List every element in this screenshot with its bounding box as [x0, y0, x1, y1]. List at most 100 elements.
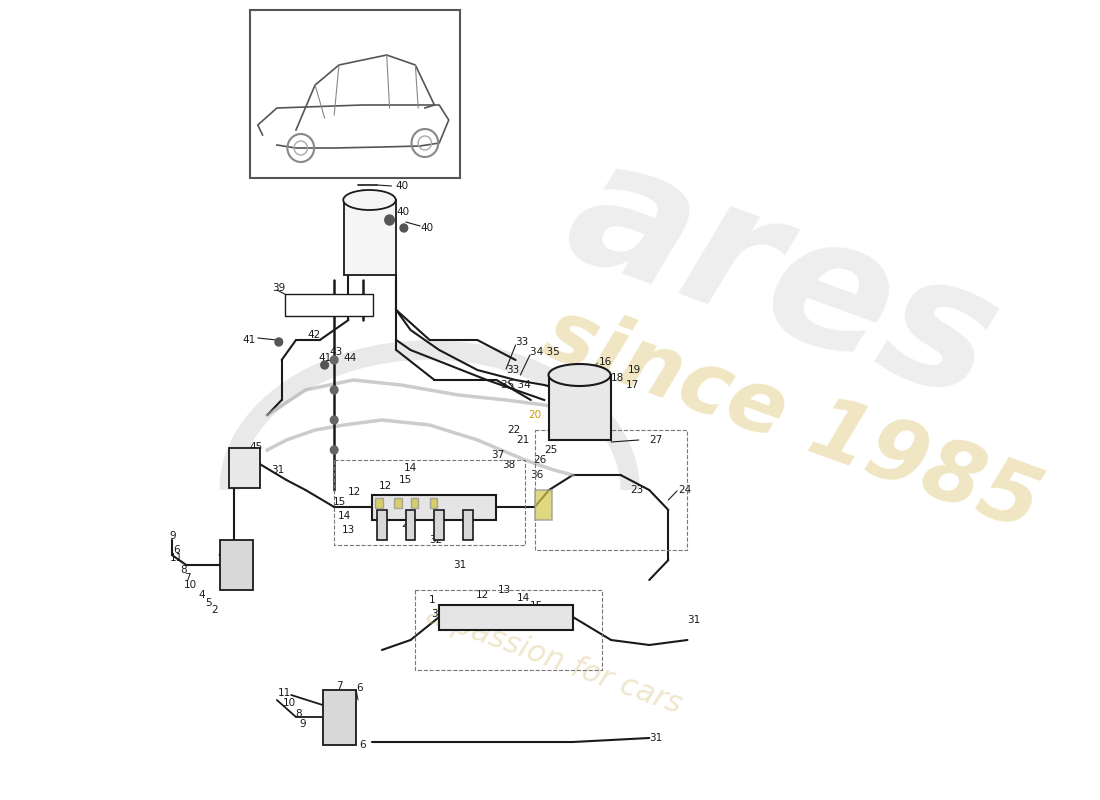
- Text: 28: 28: [402, 503, 415, 513]
- Text: 29: 29: [396, 495, 409, 505]
- Bar: [434, 510, 444, 540]
- Text: 14: 14: [404, 463, 417, 473]
- Text: 43: 43: [329, 347, 343, 357]
- Text: 33: 33: [506, 365, 519, 375]
- Text: 15: 15: [530, 601, 543, 611]
- Text: 20: 20: [528, 410, 541, 420]
- Bar: [549, 375, 612, 440]
- Text: 44: 44: [343, 353, 358, 363]
- Text: 17: 17: [626, 380, 639, 390]
- Bar: [373, 495, 496, 520]
- Text: 30: 30: [396, 513, 409, 523]
- Text: 5: 5: [206, 598, 212, 608]
- Text: 18: 18: [612, 373, 625, 383]
- Text: 10: 10: [184, 580, 197, 590]
- Text: a passion for cars: a passion for cars: [422, 600, 685, 720]
- Text: since 1985: since 1985: [534, 292, 1052, 548]
- Bar: [394, 498, 402, 508]
- Bar: [343, 200, 396, 275]
- Bar: [439, 605, 573, 630]
- Circle shape: [400, 224, 408, 232]
- Bar: [463, 510, 473, 540]
- Text: 15: 15: [332, 497, 345, 507]
- Text: 28: 28: [402, 519, 415, 529]
- Circle shape: [330, 356, 338, 364]
- Text: 6: 6: [356, 683, 363, 693]
- Text: 4: 4: [199, 590, 206, 600]
- Text: 37: 37: [491, 450, 504, 460]
- Text: 39: 39: [272, 283, 286, 293]
- Text: 12: 12: [475, 590, 488, 600]
- Bar: [229, 448, 260, 488]
- Text: 15: 15: [399, 475, 412, 485]
- Text: 42: 42: [307, 330, 321, 340]
- Bar: [535, 430, 688, 550]
- Text: 40,41,42,43: 40,41,42,43: [304, 302, 358, 310]
- Text: 32: 32: [429, 535, 442, 545]
- Text: 40: 40: [396, 207, 409, 217]
- Bar: [220, 540, 253, 590]
- Text: 27: 27: [649, 435, 662, 445]
- Text: 26: 26: [532, 455, 546, 465]
- Text: 21: 21: [517, 435, 530, 445]
- Text: 6: 6: [360, 740, 366, 750]
- Text: 14: 14: [338, 511, 351, 521]
- Bar: [322, 690, 356, 745]
- Text: 8: 8: [180, 565, 187, 575]
- Circle shape: [330, 416, 338, 424]
- Bar: [416, 590, 602, 670]
- Ellipse shape: [549, 364, 610, 386]
- Text: 31: 31: [453, 560, 466, 570]
- Text: 13: 13: [497, 585, 510, 595]
- Text: 31: 31: [688, 615, 701, 625]
- Text: 13: 13: [342, 525, 355, 535]
- FancyBboxPatch shape: [286, 294, 373, 316]
- Text: 3: 3: [431, 609, 438, 619]
- Text: 24: 24: [678, 485, 691, 495]
- Text: 7: 7: [337, 681, 343, 691]
- Text: 45: 45: [250, 442, 263, 452]
- Text: 40: 40: [420, 223, 433, 233]
- Text: 14: 14: [517, 593, 530, 603]
- Text: 31: 31: [649, 733, 662, 743]
- Text: 19: 19: [628, 365, 641, 375]
- Circle shape: [321, 361, 329, 369]
- Bar: [410, 498, 418, 508]
- Text: 23: 23: [630, 485, 644, 495]
- Text: 41: 41: [318, 353, 331, 363]
- Circle shape: [275, 338, 283, 346]
- Bar: [430, 498, 438, 508]
- Text: 1: 1: [429, 595, 436, 605]
- Text: 12: 12: [348, 487, 361, 497]
- Text: 7: 7: [185, 573, 191, 583]
- Text: 11: 11: [278, 688, 292, 698]
- Text: 25: 25: [544, 445, 558, 455]
- Text: 31: 31: [272, 465, 285, 475]
- Text: 35 34: 35 34: [502, 380, 531, 390]
- Text: 9: 9: [299, 719, 306, 729]
- Text: 38: 38: [503, 460, 516, 470]
- Text: 9: 9: [169, 531, 176, 541]
- Text: 10: 10: [283, 698, 296, 708]
- Text: 22: 22: [507, 425, 520, 435]
- Text: 40: 40: [395, 181, 408, 191]
- Bar: [377, 510, 387, 540]
- Text: 12: 12: [379, 481, 393, 491]
- Text: 34 35: 34 35: [530, 347, 560, 357]
- Text: 41: 41: [243, 335, 256, 345]
- Text: 36: 36: [530, 470, 543, 480]
- Bar: [250, 10, 460, 178]
- Bar: [375, 498, 383, 508]
- Text: ares: ares: [546, 122, 1020, 438]
- Circle shape: [385, 215, 394, 225]
- Ellipse shape: [343, 190, 396, 210]
- Text: 11: 11: [170, 553, 184, 563]
- Bar: [334, 460, 525, 545]
- Circle shape: [330, 446, 338, 454]
- Text: 6: 6: [173, 545, 179, 555]
- Text: 33: 33: [516, 337, 529, 347]
- Circle shape: [330, 386, 338, 394]
- Bar: [406, 510, 416, 540]
- Bar: [535, 490, 552, 520]
- Text: 16: 16: [598, 357, 612, 367]
